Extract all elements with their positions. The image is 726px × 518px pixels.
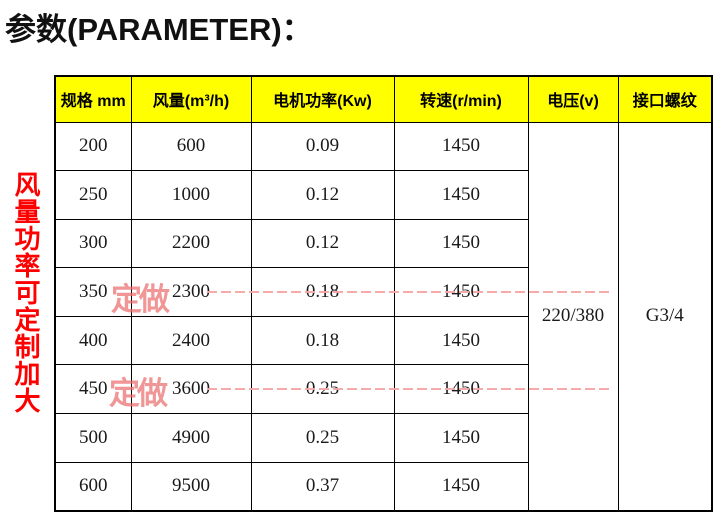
cell-spec: 200 bbox=[54, 121, 132, 172]
cell-airflow: 2300 bbox=[130, 267, 252, 317]
cell-spec: 600 bbox=[54, 461, 132, 512]
cell-thread-merged: G3/4 bbox=[617, 121, 713, 512]
cell-speed: 1450 bbox=[393, 461, 529, 512]
cell-airflow: 4900 bbox=[130, 413, 252, 463]
cell-spec: 450 bbox=[54, 364, 132, 415]
header-spec: 规格 mm bbox=[54, 75, 132, 123]
cell-spec: 500 bbox=[54, 413, 132, 463]
header-voltage: 电压(v) bbox=[527, 75, 619, 123]
cell-spec: 400 bbox=[54, 315, 132, 366]
cell-spec: 350 bbox=[54, 267, 132, 317]
customization-note: 风量功率可定制加大 bbox=[11, 171, 41, 414]
table-row: 300 2200 0.12 1450 bbox=[54, 218, 712, 269]
cell-airflow: 1000 bbox=[130, 170, 252, 220]
cell-airflow: 2200 bbox=[130, 218, 252, 269]
cell-power: 0.18 bbox=[250, 267, 395, 317]
cell-speed: 1450 bbox=[393, 364, 529, 415]
cell-spec: 250 bbox=[54, 170, 132, 220]
header-airflow: 风量(m³/h) bbox=[130, 75, 252, 123]
table-row: 200 600 0.09 1450 220/380 G3/4 bbox=[54, 121, 713, 512]
page-title: 参数(PARAMETER)： bbox=[5, 12, 313, 47]
cell-speed: 1450 bbox=[393, 121, 529, 172]
table-row: 400 2400 0.18 1450 bbox=[54, 315, 712, 366]
cell-power: 0.18 bbox=[250, 315, 395, 366]
cell-power: 0.37 bbox=[250, 461, 395, 512]
header-speed: 转速(r/min) bbox=[393, 75, 529, 123]
parameter-table: 规格 mm 风量(m³/h) 电机功率(Kw) 转速(r/min) 电压(v) … bbox=[54, 75, 713, 512]
header-row: 规格 mm 风量(m³/h) 电机功率(Kw) 转速(r/min) 电压(v) … bbox=[54, 75, 713, 123]
cell-voltage-merged: 220/380 bbox=[527, 121, 619, 512]
cell-power: 0.25 bbox=[250, 364, 395, 415]
cell-speed: 1450 bbox=[393, 170, 529, 220]
cell-power: 0.12 bbox=[250, 170, 395, 220]
cell-speed: 1450 bbox=[393, 267, 529, 317]
table-row: 500 4900 0.25 1450 bbox=[54, 413, 712, 463]
header-thread: 接口螺纹 bbox=[617, 75, 713, 123]
cell-airflow: 3600 bbox=[130, 364, 252, 415]
cell-power: 0.25 bbox=[250, 413, 395, 463]
cell-power: 0.09 bbox=[250, 121, 395, 172]
table-row: 250 1000 0.12 1450 bbox=[54, 170, 712, 220]
table-row: 600 9500 0.37 1450 bbox=[54, 461, 712, 512]
cell-airflow: 9500 bbox=[130, 461, 252, 512]
cell-spec: 300 bbox=[54, 218, 132, 269]
header-motor-power: 电机功率(Kw) bbox=[250, 75, 395, 123]
cell-speed: 1450 bbox=[393, 218, 529, 269]
cell-airflow: 2400 bbox=[130, 315, 252, 366]
cell-power: 0.12 bbox=[250, 218, 395, 269]
cell-speed: 1450 bbox=[393, 315, 529, 366]
cell-speed: 1450 bbox=[393, 413, 529, 463]
cell-airflow: 600 bbox=[130, 121, 252, 172]
